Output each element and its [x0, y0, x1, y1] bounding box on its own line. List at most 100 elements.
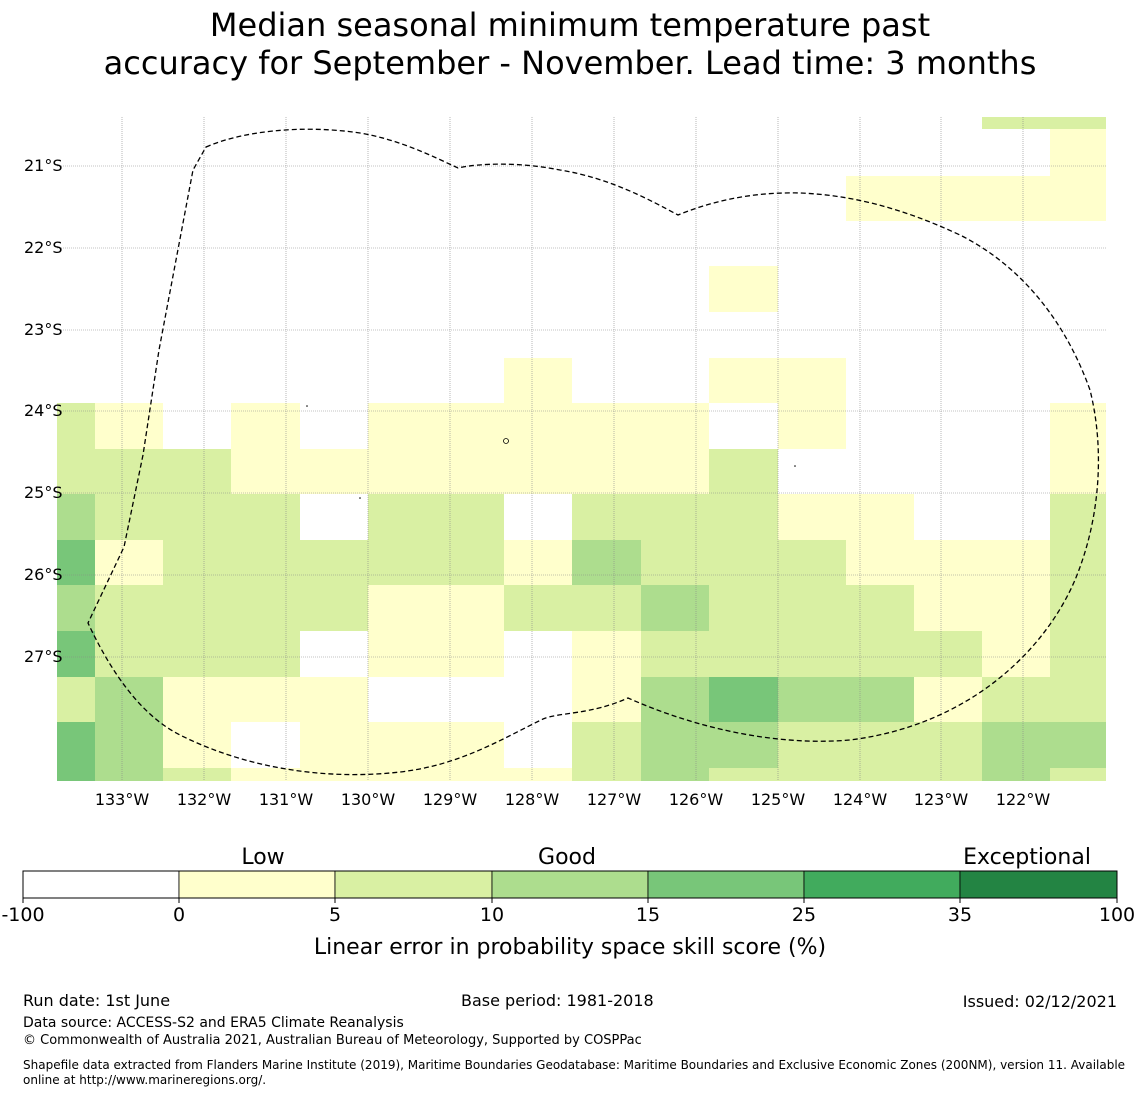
skill-cell	[641, 768, 709, 781]
skill-cell	[368, 631, 436, 677]
skill-cell	[778, 585, 846, 631]
skill-cell	[163, 631, 231, 677]
data-source: Data source: ACCESS-S2 and ERA5 Climate …	[23, 1015, 404, 1031]
skill-cell	[709, 768, 778, 781]
skill-cell	[778, 358, 846, 403]
skill-cell	[504, 358, 572, 403]
skill-cell	[709, 631, 778, 677]
skill-cell	[95, 403, 163, 449]
skill-cell	[504, 768, 572, 781]
colorbar: Low Good Exceptional -100 0 5 10 15 25 35 100 L…	[1, 845, 1135, 960]
run-date: Run date: 1st June	[23, 991, 171, 1010]
skill-cell	[914, 631, 982, 677]
skill-cell	[572, 631, 641, 677]
skill-cell	[982, 176, 1050, 221]
skill-cell	[778, 631, 846, 677]
longitude-label: 128°W	[505, 790, 560, 809]
skill-cell	[709, 494, 778, 540]
skill-cell	[57, 494, 95, 540]
longitude-label: 124°W	[833, 790, 888, 809]
skill-cell	[436, 768, 504, 781]
skill-cell	[57, 677, 95, 722]
island-marks	[306, 405, 796, 499]
chart-title-line1: Median seasonal minimum temperature past	[209, 6, 931, 44]
skill-cell	[1050, 631, 1106, 677]
skill-cell	[846, 176, 914, 221]
skill-cell	[1050, 677, 1106, 722]
skill-cell	[300, 768, 368, 781]
skill-cell	[504, 449, 572, 494]
skill-cell	[709, 677, 778, 722]
colorbar-tick-label: 25	[792, 904, 816, 926]
skill-cell	[1050, 494, 1106, 540]
colorbar-tick-label: -100	[1, 904, 44, 926]
skill-cell	[95, 722, 163, 768]
longitude-label: 130°W	[341, 790, 396, 809]
skill-cell	[572, 403, 641, 449]
skill-cell	[57, 403, 95, 449]
skill-cell	[914, 540, 982, 585]
colorbar-segment	[959, 870, 1118, 899]
skill-cell	[1050, 449, 1106, 494]
skill-cell	[163, 540, 231, 585]
skill-cell	[436, 449, 504, 494]
skill-cell	[914, 176, 982, 221]
latitude-label: 26°S	[24, 565, 63, 584]
skill-cell	[436, 631, 504, 677]
colorbar-segment	[491, 870, 649, 899]
island-mark	[794, 465, 796, 467]
skill-cell	[982, 540, 1050, 585]
longitude-labels: 133°W 132°W 131°W 130°W 129°W 128°W 127°W 126°W…	[95, 790, 1051, 809]
skill-cell	[231, 585, 300, 631]
skill-cell	[163, 722, 231, 768]
skill-cell	[163, 585, 231, 631]
colorbar-xlabel: Linear error in probability space skill …	[314, 935, 826, 960]
skill-cell	[778, 677, 846, 722]
skill-cell	[368, 540, 436, 585]
skill-cell	[436, 403, 504, 449]
longitude-label: 127°W	[587, 790, 642, 809]
skill-cell	[914, 585, 982, 631]
skill-cell	[436, 722, 504, 768]
skill-cell	[57, 722, 95, 768]
skill-cell	[914, 722, 982, 768]
latitude-label: 21°S	[24, 156, 63, 175]
skill-cell	[709, 449, 778, 494]
longitude-label: 129°W	[423, 790, 478, 809]
colorbar-good-label: Good	[538, 845, 596, 870]
skill-cell	[641, 540, 709, 585]
skill-cell	[1050, 722, 1106, 768]
latitude-label: 24°S	[24, 401, 63, 420]
skill-cell	[846, 494, 914, 540]
colorbar-segment	[647, 870, 805, 899]
shapefile-credit-line1: Shapefile data extracted from Flanders M…	[23, 1058, 1126, 1072]
skill-cell	[368, 768, 436, 781]
skill-cell	[231, 540, 300, 585]
skill-cell	[163, 494, 231, 540]
skill-cell	[95, 677, 163, 722]
skill-cell	[95, 768, 163, 781]
skill-cell	[300, 722, 368, 768]
skill-cell	[1050, 117, 1106, 129]
skill-cell	[163, 449, 231, 494]
skill-cell	[1050, 585, 1106, 631]
base-period: Base period: 1981-2018	[461, 991, 654, 1010]
longitude-label: 125°W	[751, 790, 806, 809]
skill-cell	[641, 449, 709, 494]
skill-cell	[231, 494, 300, 540]
skill-cell	[436, 494, 504, 540]
skill-cell	[572, 677, 641, 722]
skill-cell	[709, 358, 778, 403]
skill-cell	[982, 585, 1050, 631]
shapefile-credit-line2: online at http://www.marineregions.org/.	[23, 1073, 267, 1087]
skill-cell	[572, 768, 641, 781]
skill-cell	[641, 494, 709, 540]
skill-cell	[1050, 176, 1106, 221]
island-mark	[359, 497, 361, 499]
skill-cell	[846, 677, 914, 722]
longitude-label: 126°W	[669, 790, 724, 809]
longitude-label: 123°W	[914, 790, 969, 809]
skill-score-map: 21°S22°S23°S24°S25°S26°S27°S 133°W 132°W 1…	[1, 117, 1135, 960]
colorbar-low-label: Low	[241, 845, 284, 870]
skill-cell	[846, 631, 914, 677]
